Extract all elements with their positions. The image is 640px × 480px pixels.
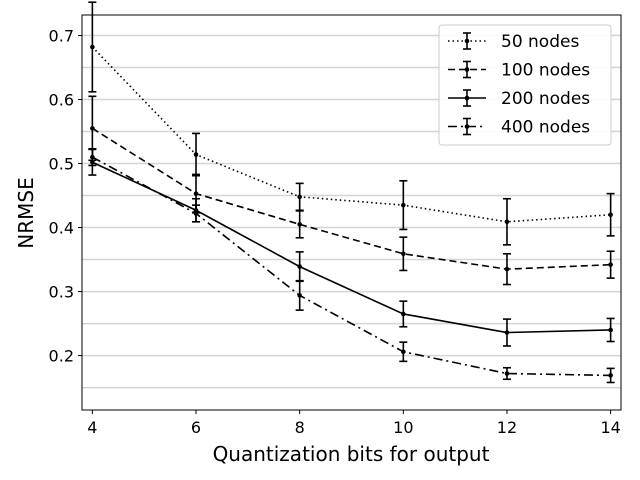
data-point [297, 264, 302, 269]
x-axis-label: Quantization bits for output [213, 442, 490, 466]
data-point [90, 126, 95, 131]
legend-label: 100 nodes [501, 61, 590, 81]
data-point [193, 191, 199, 196]
legend-box [438, 24, 612, 146]
data-point [504, 219, 510, 225]
legend-marker [464, 38, 470, 44]
y-tick-label: 0.2 [49, 347, 74, 366]
x-tick-label: 4 [87, 418, 97, 437]
data-point [608, 327, 613, 333]
series-50-nodes [88, 1, 615, 246]
series-line [91, 156, 611, 377]
y-tick-label: 0.4 [49, 219, 74, 238]
y-tick-label: 0.6 [49, 91, 74, 110]
data-point [401, 311, 406, 317]
axis-ticks: 4 6 8 10 12 14 0.2 0.3 0.4 0.5 0.6 0.7 [49, 26, 621, 437]
series-line [92, 161, 611, 334]
y-axis-label: NRMSE [14, 177, 38, 248]
x-tick-label: 14 [600, 418, 620, 437]
series-layer [88, 1, 615, 384]
data-point [193, 152, 199, 157]
x-tick-label: 8 [295, 418, 305, 437]
data-point [608, 373, 613, 378]
y-tick-label: 0.7 [49, 26, 74, 45]
plot-frame [81, 14, 622, 411]
x-tick-label: 10 [393, 418, 413, 437]
series-400-nodes [88, 148, 615, 384]
y-tick-label: 0.3 [49, 283, 74, 302]
data-point [608, 262, 613, 267]
data-point [401, 349, 406, 355]
data-point [401, 251, 406, 257]
y-tick-label: 0.5 [49, 155, 74, 174]
data-point [297, 222, 302, 227]
data-point [90, 154, 95, 160]
data-point [608, 212, 613, 218]
series-line [91, 127, 611, 270]
data-point [401, 202, 406, 208]
legend: 50 nodes 100 nodes 200 nodes 400 nodes [438, 24, 612, 146]
legend-marker [464, 95, 470, 101]
data-point [504, 330, 510, 335]
data-point [504, 266, 510, 272]
data-point [504, 371, 510, 376]
data-point [193, 211, 199, 216]
x-tick-label: 6 [191, 418, 201, 437]
x-tick-label: 12 [497, 418, 517, 437]
legend-label: 50 nodes [501, 32, 579, 52]
series-200-nodes [88, 148, 615, 347]
legend-marker [464, 67, 470, 72]
data-point [297, 194, 302, 200]
legend-marker [464, 124, 470, 129]
legend-label: 200 nodes [501, 89, 590, 109]
data-point [297, 293, 302, 298]
legend-label: 400 nodes [501, 118, 590, 138]
data-point [90, 44, 95, 50]
